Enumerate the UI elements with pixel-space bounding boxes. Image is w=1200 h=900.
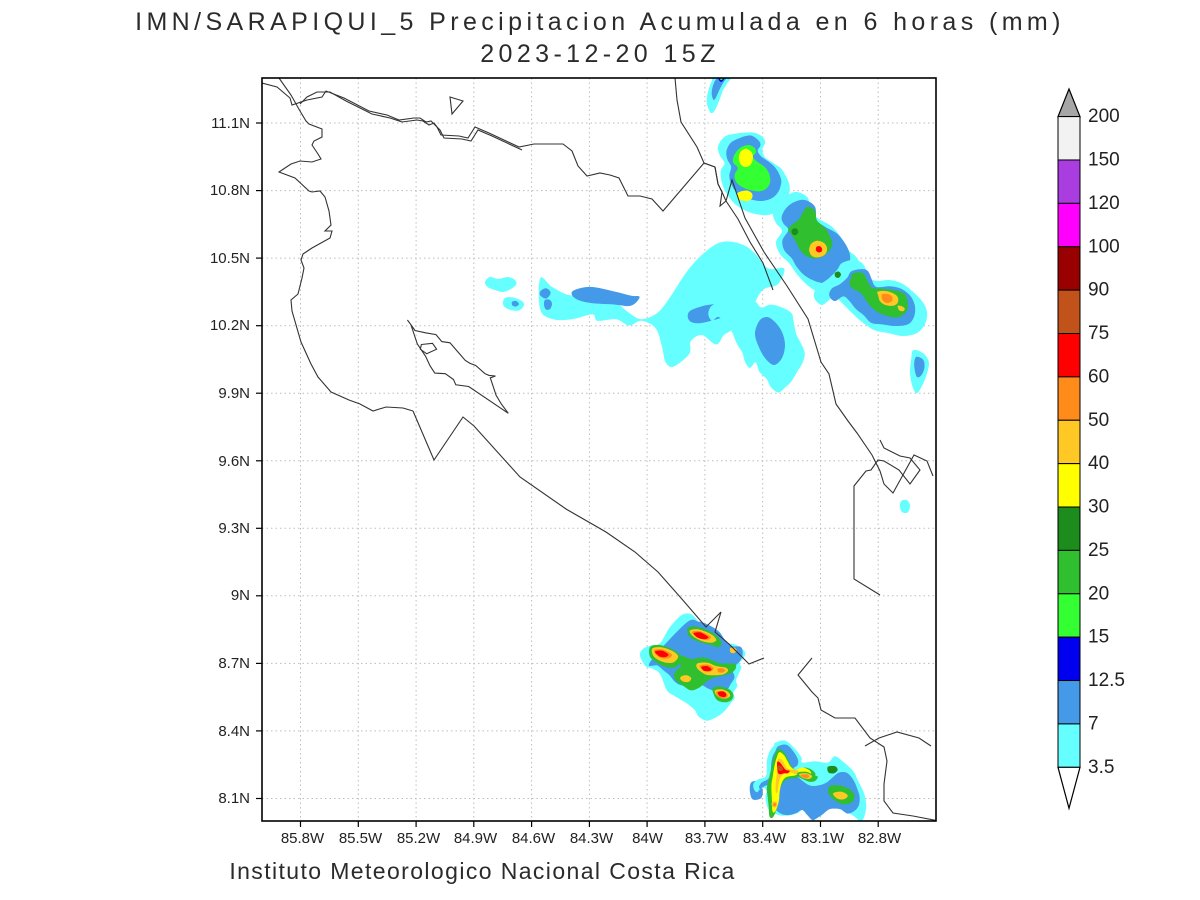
- svg-text:50: 50: [1088, 410, 1109, 431]
- svg-text:12.5: 12.5: [1088, 670, 1125, 691]
- svg-text:120: 120: [1088, 193, 1120, 214]
- svg-text:15: 15: [1088, 627, 1109, 648]
- svg-text:25: 25: [1088, 540, 1109, 561]
- svg-text:20: 20: [1088, 583, 1109, 604]
- svg-text:200: 200: [1088, 106, 1120, 127]
- svg-text:30: 30: [1088, 497, 1109, 518]
- svg-text:60: 60: [1088, 366, 1109, 387]
- svg-text:7: 7: [1088, 713, 1099, 734]
- svg-text:3.5: 3.5: [1088, 757, 1114, 778]
- svg-text:40: 40: [1088, 453, 1109, 474]
- svg-text:75: 75: [1088, 323, 1109, 344]
- svg-text:150: 150: [1088, 150, 1120, 171]
- svg-text:100: 100: [1088, 236, 1120, 257]
- svg-text:90: 90: [1088, 280, 1109, 301]
